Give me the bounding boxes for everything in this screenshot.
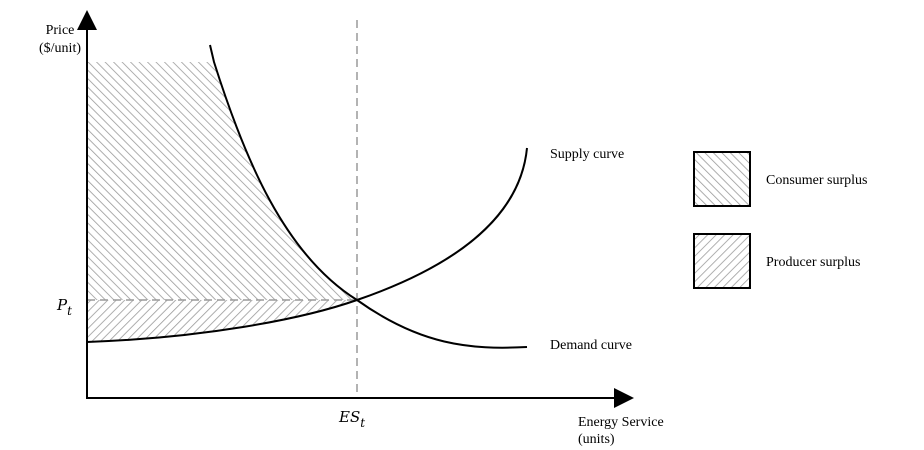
legend-producer-label: Producer surplus	[766, 255, 861, 270]
supply-curve-label: Supply curve	[550, 147, 624, 162]
producer-surplus-area	[87, 300, 357, 342]
x-axis-label: Energy Service	[578, 415, 664, 430]
price-marker-base: P	[56, 296, 68, 314]
quantity-marker-sub: t	[360, 416, 365, 430]
price-marker-sub: t	[67, 304, 72, 318]
x-axis-unit: (units)	[578, 432, 615, 447]
demand-curve-label: Demand curve	[550, 338, 632, 353]
demand-curve	[209, 44, 528, 349]
consumer-surplus-area	[87, 62, 357, 300]
quantity-marker-base: ES	[338, 408, 360, 426]
legend-consumer-label: Consumer surplus	[766, 173, 868, 188]
quantity-marker: ESt	[338, 408, 365, 430]
legend-consumer-swatch	[693, 151, 751, 207]
supply-curve	[86, 147, 528, 343]
price-marker: Pt	[56, 296, 72, 318]
legend-producer-swatch	[693, 233, 751, 289]
y-axis-unit: ($/unit)	[39, 41, 81, 56]
y-axis-label: Price	[46, 23, 75, 38]
